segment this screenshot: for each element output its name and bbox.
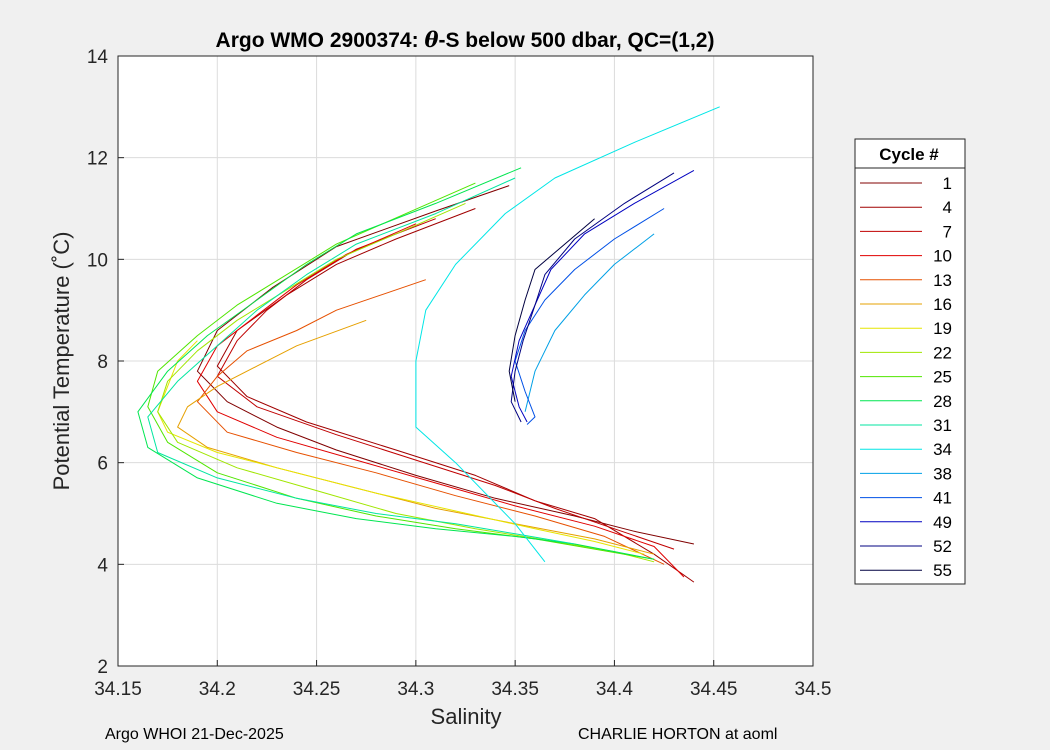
series-line-cycle-19 bbox=[157, 340, 645, 555]
chart-title: Argo WMO 2900374: θ-S below 500 dbar, QC… bbox=[216, 27, 715, 52]
legend-label-cycle-28: 28 bbox=[933, 392, 952, 411]
legend-label-cycle-52: 52 bbox=[933, 537, 952, 556]
series-line-cycle-38 bbox=[524, 233, 655, 412]
series-line-cycle-52 bbox=[510, 172, 675, 423]
legend-label-cycle-31: 31 bbox=[933, 416, 952, 435]
footer-left: Argo WHOI 21-Dec-2025 bbox=[105, 726, 284, 743]
legend-label-cycle-10: 10 bbox=[933, 247, 952, 266]
legend: Cycle # 1 4 7 10 13 16 19 22 25 28 31 34 38 41 49 52 55 bbox=[854, 138, 966, 585]
x-tick-label: 34.15 bbox=[94, 679, 142, 700]
legend-label-cycle-1: 1 bbox=[943, 174, 952, 193]
x-tick-label: 34.4 bbox=[596, 679, 633, 700]
series-line-cycle-13 bbox=[196, 279, 665, 565]
series-line-cycle-31 bbox=[147, 177, 575, 545]
legend-label-cycle-55: 55 bbox=[933, 561, 952, 580]
y-tick-label: 2 bbox=[97, 657, 108, 678]
x-tick-label: 34.2 bbox=[199, 679, 236, 700]
y-tick-label: 10 bbox=[87, 250, 108, 271]
y-tick-label: 4 bbox=[97, 555, 108, 576]
footer-right: CHARLIE HORTON at aoml bbox=[578, 726, 778, 743]
legend-items: 1 4 7 10 13 16 19 22 25 28 31 34 38 41 49 52 55 bbox=[860, 174, 952, 580]
legend-label-cycle-13: 13 bbox=[933, 271, 952, 290]
series-lines bbox=[137, 106, 720, 583]
series-line-cycle-10 bbox=[196, 223, 685, 578]
legend-box bbox=[854, 138, 966, 585]
y-tick-labels: 2 4 6 8 10 12 14 bbox=[87, 47, 124, 678]
legend-label-cycle-34: 34 bbox=[933, 440, 952, 459]
x-axis-label: Salinity bbox=[431, 704, 502, 729]
legend-label-cycle-4: 4 bbox=[943, 198, 952, 217]
legend-label-cycle-49: 49 bbox=[933, 513, 952, 532]
series-line-cycle-28 bbox=[137, 167, 655, 560]
y-tick-label: 6 bbox=[97, 454, 108, 475]
y-axis-label: Potential Temperature (˚C) bbox=[49, 232, 74, 491]
x-tick-label: 34.35 bbox=[491, 679, 539, 700]
series-line-cycle-25 bbox=[147, 182, 655, 560]
title-theta: θ bbox=[424, 27, 438, 52]
y-tick-label: 8 bbox=[97, 352, 108, 373]
series-line-cycle-22 bbox=[157, 202, 655, 563]
x-tick-labels: 34.15 34.2 34.25 34.3 34.35 34.4 34.45 34.5 bbox=[94, 660, 831, 700]
y-tick-label: 12 bbox=[87, 149, 108, 170]
x-tick-label: 34.5 bbox=[795, 679, 832, 700]
legend-label-cycle-19: 19 bbox=[933, 319, 952, 338]
legend-label-cycle-7: 7 bbox=[943, 222, 952, 241]
x-tick-label: 34.45 bbox=[690, 679, 738, 700]
legend-label-cycle-22: 22 bbox=[933, 343, 952, 362]
x-tick-label: 34.25 bbox=[293, 679, 341, 700]
series-line-cycle-4 bbox=[216, 208, 695, 583]
series-line-cycle-34 bbox=[415, 106, 720, 563]
series-line-cycle-1 bbox=[196, 185, 695, 545]
y-tick-label: 14 bbox=[87, 47, 109, 68]
legend-title: Cycle # bbox=[879, 145, 939, 164]
legend-label-cycle-38: 38 bbox=[933, 464, 952, 483]
legend-label-cycle-41: 41 bbox=[933, 489, 952, 508]
series-line-cycle-41 bbox=[514, 208, 665, 425]
series-line-cycle-55 bbox=[508, 218, 595, 402]
x-tick-label: 34.3 bbox=[397, 679, 434, 700]
legend-label-cycle-25: 25 bbox=[933, 368, 952, 387]
legend-label-cycle-16: 16 bbox=[933, 295, 952, 314]
series-line-cycle-7 bbox=[216, 218, 675, 550]
